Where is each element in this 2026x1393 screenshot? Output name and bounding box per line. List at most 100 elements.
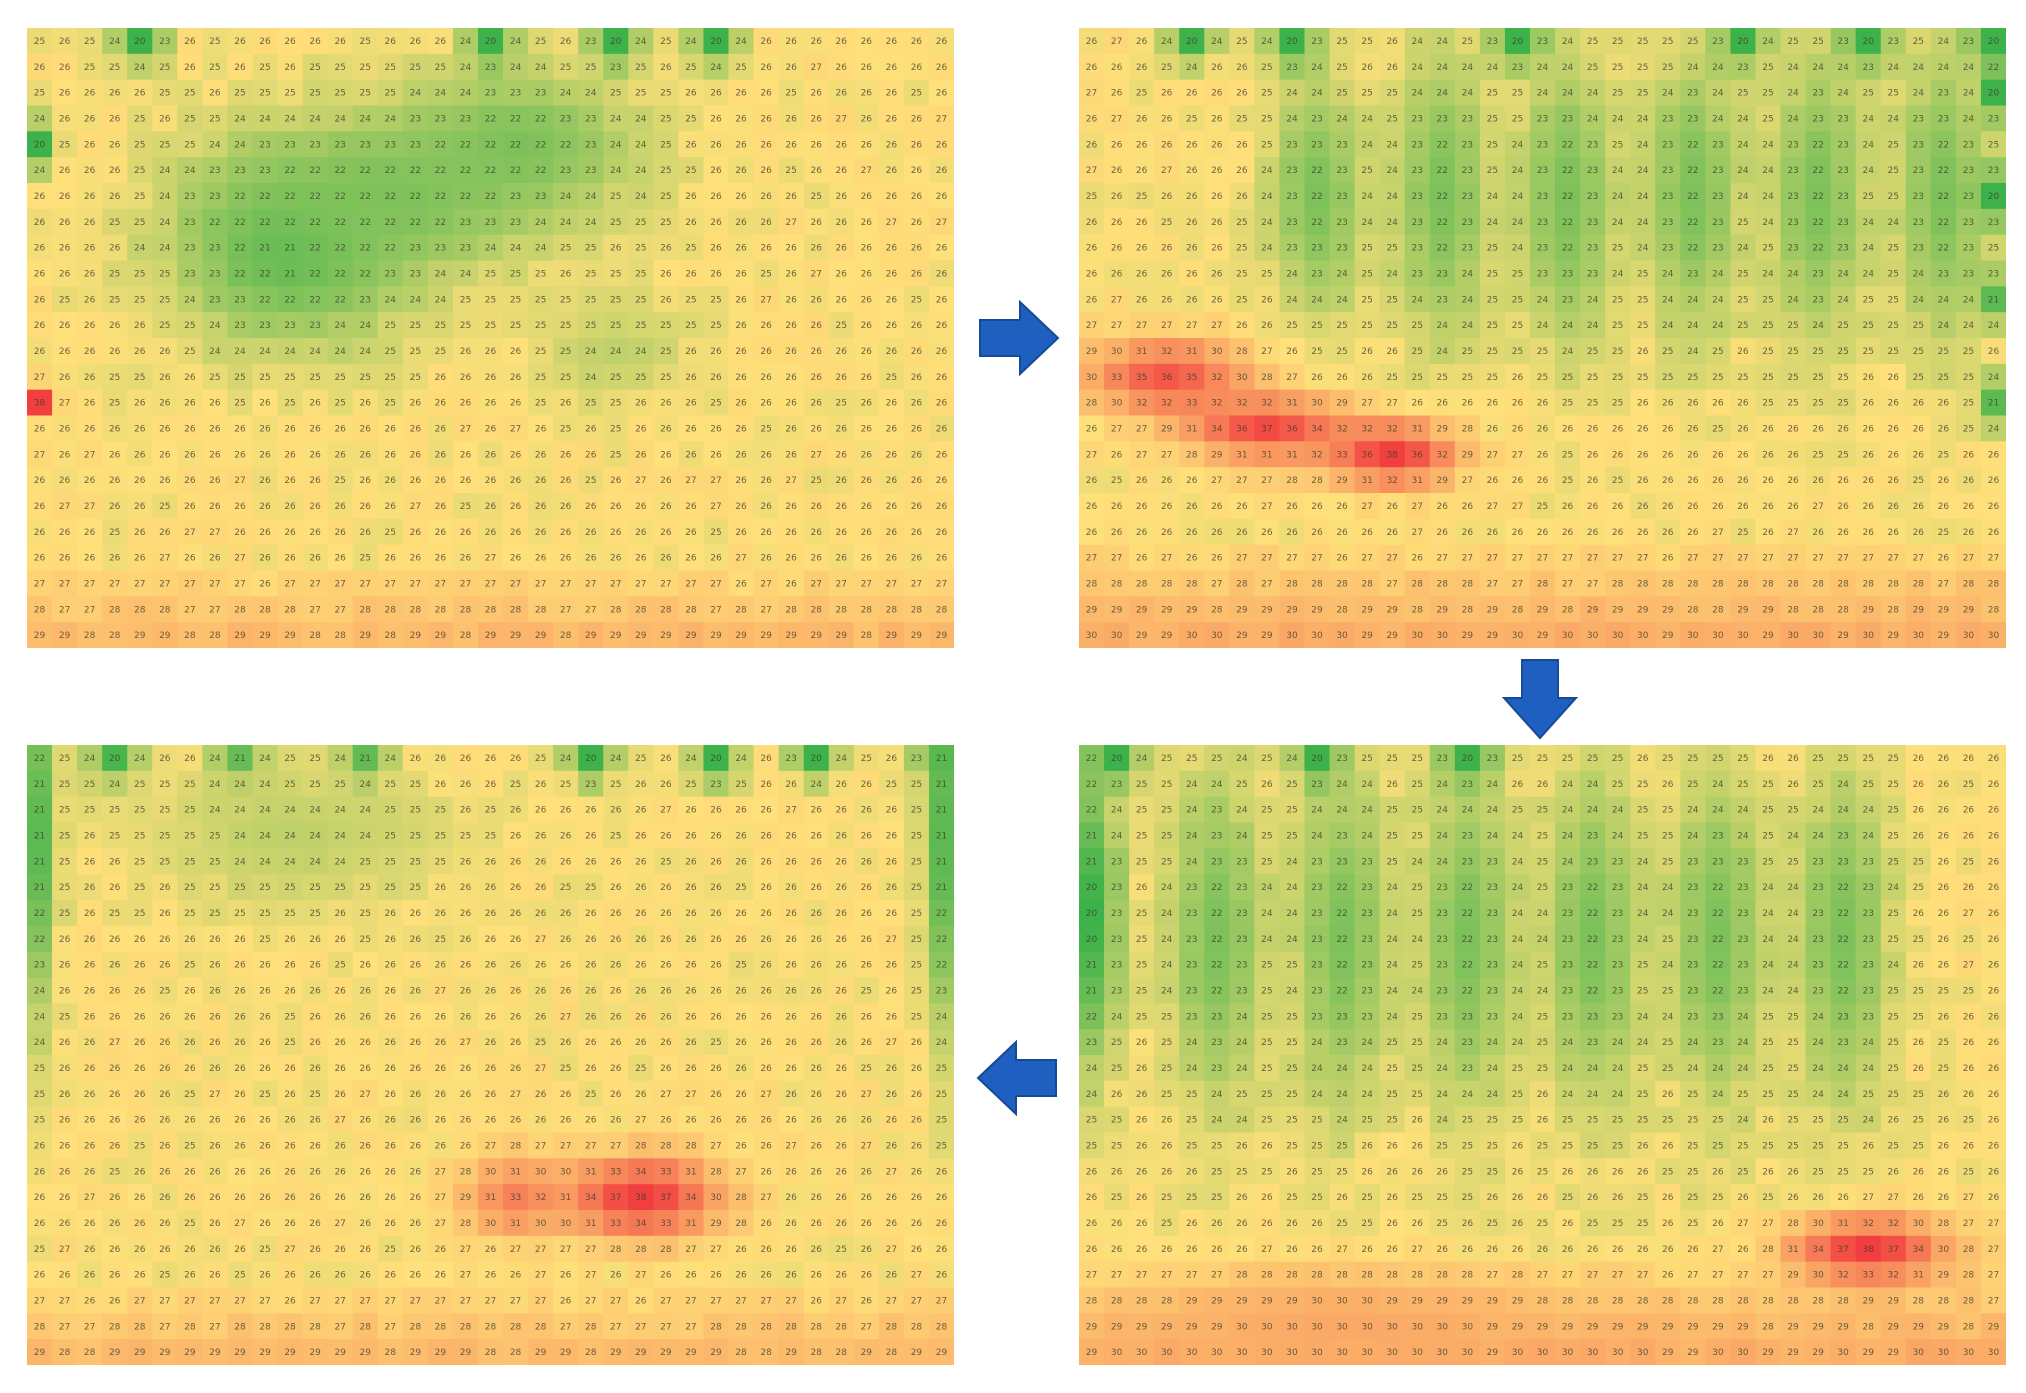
heatmap-cell	[1880, 925, 1907, 953]
heatmap-cell-value: 25	[1336, 89, 1347, 99]
heatmap-cell-value: 23	[1737, 986, 1748, 996]
heatmap-cell-value: 24	[735, 37, 747, 47]
heatmap-cell-value: 26	[911, 63, 923, 73]
heatmap-cell-value: 24	[159, 218, 171, 228]
heatmap-cell-value: 24	[1437, 1064, 1449, 1074]
heatmap-cell-value: 24	[1662, 909, 1674, 919]
heatmap-cell-value: 26	[1236, 140, 1248, 150]
heatmap-cell-value: 23	[1562, 935, 1573, 945]
heatmap-cell-value: 26	[34, 476, 46, 486]
heatmap-cell	[1630, 1158, 1656, 1185]
heatmap-cell-value: 25	[1787, 321, 1798, 331]
heatmap-cell-value: 25	[1888, 347, 1899, 357]
heatmap-cell-value: 24	[1286, 935, 1298, 945]
heatmap-cell-value: 23	[209, 166, 220, 176]
heatmap-cell	[1755, 925, 1782, 953]
heatmap-cell	[1755, 900, 1782, 927]
heatmap-cell	[1755, 363, 1782, 391]
heatmap-cell	[1354, 874, 1381, 901]
heatmap-cell-value: 25	[1512, 321, 1523, 331]
heatmap-cell	[1479, 312, 1506, 339]
heatmap-cell	[628, 338, 654, 365]
heatmap-cell	[1454, 234, 1481, 262]
heatmap-cell-value: 26	[485, 347, 497, 357]
heatmap-cell	[1229, 874, 1255, 901]
heatmap-cell-value: 27	[861, 579, 872, 589]
heatmap-cell	[1555, 234, 1581, 262]
heatmap-cell	[427, 544, 454, 572]
heatmap-cell	[828, 208, 855, 236]
heatmap-cell-value: 23	[1336, 754, 1347, 764]
heatmap-cell-value: 28	[1637, 579, 1649, 589]
heatmap-cell-value: 24	[1412, 63, 1424, 73]
heatmap-cell-value: 25	[1512, 269, 1523, 279]
heatmap-cell	[277, 493, 304, 520]
heatmap-cell	[227, 105, 254, 132]
heatmap-cell-value: 25	[1687, 754, 1698, 764]
heatmap-cell-value: 29	[1386, 605, 1398, 615]
heatmap-cell-value: 22	[1462, 909, 1473, 919]
heatmap-cell	[1229, 415, 1255, 442]
heatmap-cell	[678, 493, 705, 520]
heatmap-cell	[1404, 234, 1431, 262]
heatmap-cell-value: 25	[159, 140, 170, 150]
heatmap-cell	[853, 183, 880, 210]
heatmap-cell-value: 26	[1136, 883, 1148, 893]
heatmap-cell	[1379, 441, 1406, 468]
heatmap-cell	[252, 312, 279, 339]
heatmap-cell	[377, 518, 404, 546]
heatmap-cell	[1830, 977, 1857, 1004]
heatmap-cell-value: 24	[1837, 806, 1849, 816]
heatmap-cell-value: 25	[1938, 528, 1949, 538]
heatmap-cell-value: 24	[1862, 269, 1874, 279]
heatmap-cell-value: 24	[1562, 37, 1574, 47]
heatmap-cell	[1404, 1029, 1431, 1056]
heatmap-cell	[1529, 131, 1556, 158]
heatmap-cell-value: 25	[1537, 1064, 1548, 1074]
heatmap-cell-value: 26	[785, 399, 797, 409]
heatmap-cell-value: 25	[1487, 321, 1498, 331]
heatmap-cell	[1780, 1080, 1807, 1108]
heatmap-cell	[1179, 925, 1205, 953]
heatmap-cell-value: 26	[1862, 502, 1874, 512]
heatmap-cell-value: 25	[1963, 347, 1974, 357]
heatmap-cell	[77, 544, 103, 572]
heatmap-cell-value: 25	[1662, 347, 1673, 357]
heatmap-cell-value: 23	[1862, 883, 1873, 893]
heatmap-cell-value: 26	[660, 502, 672, 512]
heatmap-cell	[1504, 53, 1531, 81]
heatmap-cell	[728, 622, 755, 648]
heatmap-cell-value: 27	[1862, 554, 1873, 564]
heatmap-cell	[1730, 951, 1757, 979]
heatmap-cell-value: 25	[1637, 806, 1648, 816]
heatmap-cell-value: 25	[1762, 780, 1773, 790]
heatmap-cell-value: 23	[1186, 1012, 1197, 1022]
heatmap-cell	[728, 312, 755, 339]
heatmap-cell-value: 22	[1211, 935, 1222, 945]
heatmap-cell-value: 23	[1913, 218, 1924, 228]
heatmap-cell	[1580, 544, 1606, 572]
heatmap-cell-value: 25	[360, 89, 371, 99]
heatmap-cell	[1529, 874, 1556, 901]
heatmap-cell-value: 25	[1938, 373, 1949, 383]
heatmap-cell	[1354, 260, 1381, 287]
heatmap-cell-value: 26	[1662, 424, 1674, 434]
heatmap-cell	[753, 596, 780, 623]
heatmap-cell	[1580, 183, 1606, 210]
heatmap-cell	[1780, 596, 1807, 623]
heatmap-cell-value: 24	[1437, 857, 1449, 867]
heatmap-cell-value: 26	[836, 373, 848, 383]
heatmap-cell-value: 26	[1086, 1167, 1098, 1177]
heatmap-cell	[1229, 105, 1255, 132]
heatmap-cell	[1504, 770, 1531, 798]
heatmap-cell-value: 26	[810, 399, 822, 409]
heatmap-cell	[1580, 234, 1606, 262]
heatmap-cell	[1304, 105, 1331, 132]
heatmap-cell-value: 23	[159, 37, 170, 47]
heatmap-cell-value: 26	[735, 192, 747, 202]
heatmap-cell	[1855, 622, 1882, 648]
heatmap-cell-value: 25	[1737, 218, 1748, 228]
heatmap-cell-value: 27	[1086, 554, 1097, 564]
heatmap-cell-value: 24	[1311, 89, 1323, 99]
heatmap-cell	[678, 286, 705, 313]
